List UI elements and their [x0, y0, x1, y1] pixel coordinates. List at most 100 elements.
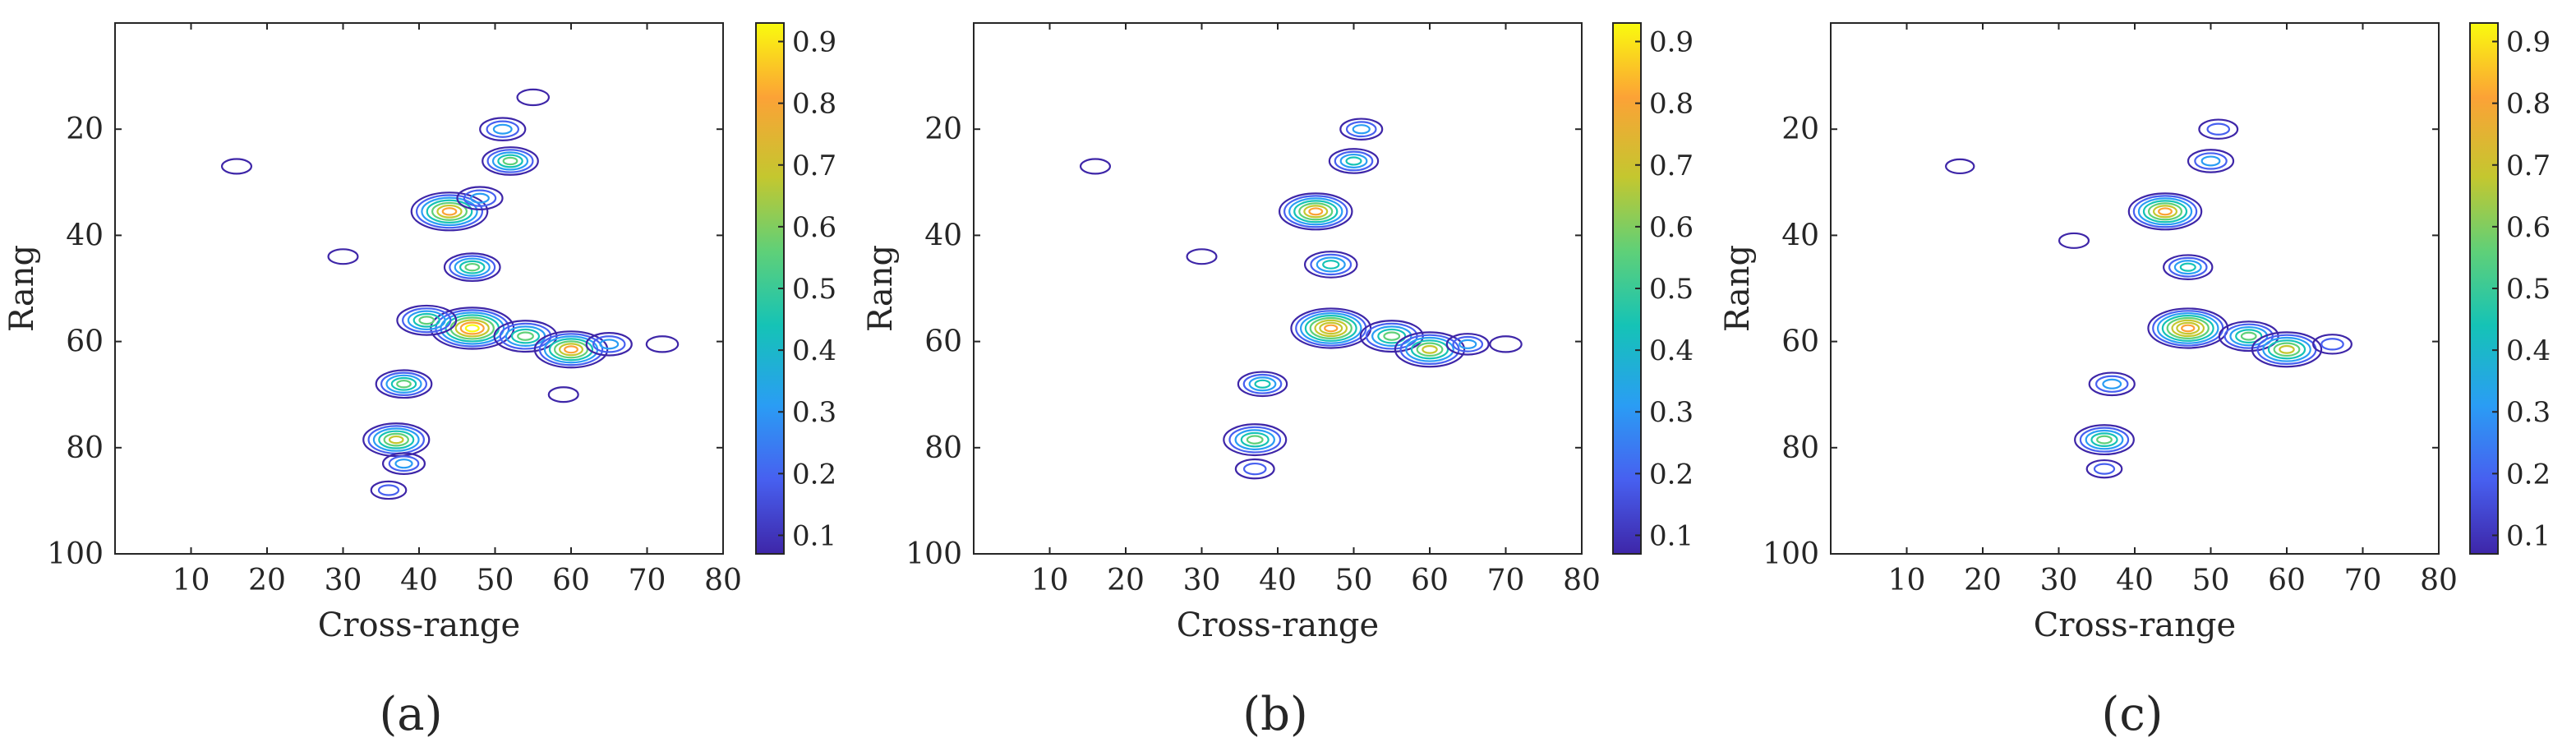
contour-line: [1452, 335, 1484, 353]
contour-line: [1309, 316, 1353, 339]
y-tick-label: 100: [906, 537, 962, 571]
colorbar-tick-label: 0.3: [792, 396, 836, 429]
colorbar-tick-label: 0.1: [2506, 519, 2551, 552]
contour-line: [394, 459, 413, 469]
colorbar-tick-label: 0.8: [1649, 88, 1694, 121]
contour-line: [396, 380, 412, 389]
contour-line: [464, 262, 481, 272]
contour-line: [1308, 207, 1324, 216]
contour-line: [2235, 329, 2263, 343]
contour-line: [2273, 342, 2301, 357]
contour-line: [1298, 202, 1334, 221]
colorbar: [2469, 22, 2499, 555]
x-tick-label: 40: [1259, 564, 1297, 597]
panel-label: (b): [1242, 688, 1308, 741]
contour-line: [1416, 342, 1444, 357]
y-tick-label: 100: [47, 537, 104, 571]
contour-line: [502, 156, 518, 166]
contour-line: [1254, 379, 1271, 389]
contour-line: [558, 343, 584, 357]
contour-line: [380, 371, 427, 397]
contour-line: [2137, 197, 2193, 226]
x-tick-label: 40: [400, 564, 438, 597]
contour-line: [2279, 344, 2295, 354]
contour-line: [510, 328, 541, 344]
contour-line: [2187, 149, 2235, 173]
contour-line: [375, 369, 433, 399]
contour-line: [517, 331, 534, 341]
contour-line: [2267, 339, 2306, 360]
colorbar-tick-label: 0.7: [2506, 150, 2551, 182]
x-tick-label: 80: [2420, 564, 2458, 597]
contour-line: [2181, 324, 2196, 333]
colorbar-tick-label: 0.9: [2506, 26, 2551, 59]
contour-line: [2168, 256, 2208, 278]
contour-line: [1303, 205, 1329, 219]
x-tick-label: 60: [1411, 564, 1449, 597]
colorbar-tick-label: 0.9: [1649, 26, 1694, 59]
contour-line: [407, 310, 446, 330]
x-tick-label: 30: [1183, 564, 1221, 597]
contour-line: [2085, 459, 2123, 479]
colorbar-tick-label: 0.6: [792, 211, 836, 244]
contour-line: [1242, 462, 1267, 476]
contour-line: [1383, 331, 1401, 341]
contour-line: [2166, 316, 2210, 339]
contour-line: [1079, 158, 1112, 175]
contour-line: [1339, 118, 1384, 141]
contour-line: [418, 316, 435, 325]
contour-line: [470, 192, 490, 204]
contour-line: [1489, 335, 1523, 353]
contour-line: [2200, 155, 2221, 167]
contour-line: [383, 432, 409, 447]
contour-line: [421, 196, 478, 227]
y-tick-label: 60: [924, 325, 962, 359]
contour-line: [1234, 429, 1275, 450]
y-axis-label: Rang: [1719, 245, 1757, 332]
x-tick-label: 80: [704, 564, 742, 597]
contour-line: [2102, 378, 2122, 390]
contour-line: [2093, 463, 2116, 475]
contour-line: [2058, 232, 2090, 249]
contour-line: [599, 339, 620, 350]
contour-line: [1422, 344, 1438, 354]
contour-line: [2251, 331, 2323, 368]
contour-line: [464, 324, 480, 333]
contour-line: [2179, 262, 2196, 272]
colorbar-tick-label: 0.1: [792, 519, 836, 552]
contour-line: [1278, 192, 1353, 231]
y-tick-label: 40: [1781, 219, 1819, 252]
colorbar-tick-label: 0.5: [2506, 273, 2551, 306]
contour-line: [1334, 150, 1374, 172]
contour-line: [388, 455, 420, 472]
contour-line: [548, 338, 594, 362]
contour-line: [1405, 336, 1454, 362]
y-tick-label: 100: [1763, 537, 1819, 571]
contour-line: [1322, 260, 1340, 270]
x-tick-label: 50: [477, 564, 514, 597]
contour-line: [1242, 373, 1283, 394]
contour-line: [2085, 429, 2124, 450]
contour-line: [1410, 339, 1449, 360]
contour-line: [1303, 251, 1358, 279]
y-axis-label: Rang: [862, 245, 900, 332]
y-tick-label: 80: [1781, 431, 1819, 465]
contour-line: [592, 335, 626, 353]
contour-line: [1339, 153, 1368, 168]
x-tick-label: 50: [2192, 564, 2230, 597]
contour-line: [1314, 319, 1348, 338]
contour-line: [553, 340, 589, 359]
y-tick-label: 20: [66, 113, 104, 146]
x-tick-label: 20: [248, 564, 286, 597]
chart-panel: 10 20 30 40 50 60 70 80 20 40 60 80 100 Cross-range Ra…: [1719, 22, 2551, 741]
contour-line: [2161, 315, 2214, 342]
contour-line: [220, 158, 253, 175]
x-tick-label: 30: [2040, 564, 2078, 597]
colorbar-tick-label: 0.2: [792, 458, 836, 491]
x-tick-label: 70: [2344, 564, 2382, 597]
contour-line: [2262, 336, 2311, 362]
contour-line: [1223, 423, 1288, 457]
colorbar-tick-label: 0.3: [1649, 396, 1694, 429]
contour-line: [459, 260, 486, 274]
x-tick-label: 50: [1335, 564, 1373, 597]
